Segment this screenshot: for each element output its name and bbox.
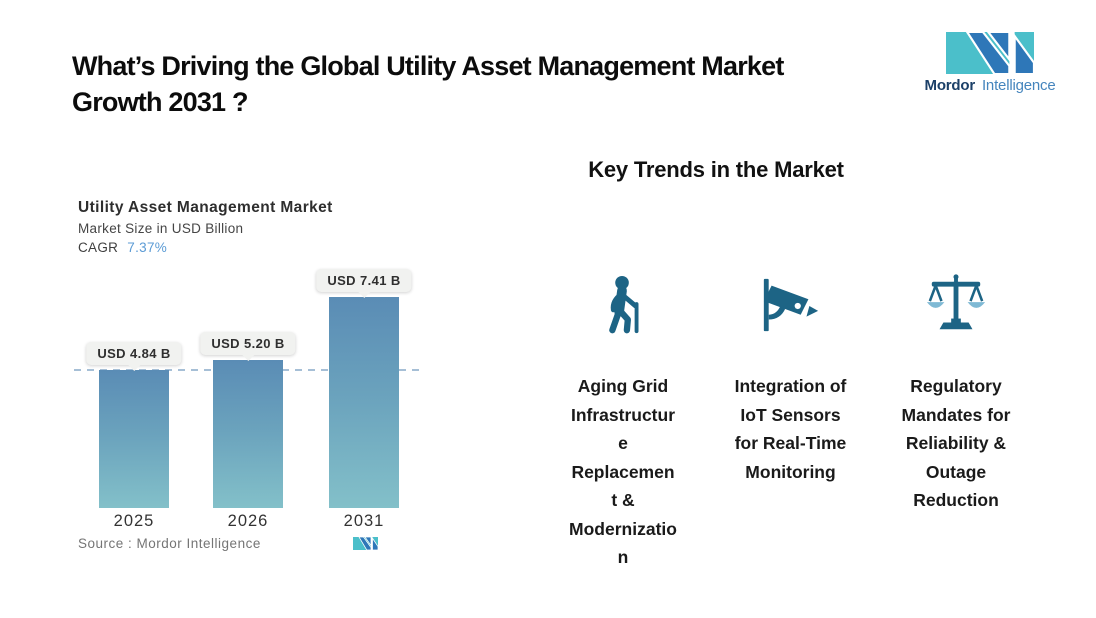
chart-cagr-line: CAGR 7.37%: [78, 240, 167, 255]
axis-tick-2031: 2031: [343, 512, 385, 530]
cagr-label: CAGR: [78, 240, 119, 255]
trend-label-aging-grid: Aging Grid Infrastructur e Replacemen t …: [569, 376, 677, 567]
cctv-camera-icon: [763, 278, 819, 332]
elderly-person-with-cane-icon: [609, 275, 639, 334]
reference-dashed-line: [74, 369, 424, 372]
bar-2026: [213, 359, 283, 508]
value-label-2025: USD 4.84 B: [86, 342, 182, 366]
trends-heading: Key Trends in the Market: [588, 157, 844, 182]
value-label-2026: USD 5.20 B: [200, 331, 296, 355]
bar-2025: [99, 370, 169, 508]
cagr-value: 7.37%: [127, 240, 168, 255]
chart-title: Utility Asset Management Market: [78, 199, 333, 216]
brand-logo-mark-icon: [946, 32, 1034, 74]
brand-logo: Mordor Intelligence: [922, 32, 1058, 94]
brand-logo-text: Mordor Intelligence: [922, 77, 1058, 94]
chart-subtitle: Market Size in USD Billion: [78, 221, 244, 236]
scales-of-justice-icon: [926, 274, 986, 330]
axis-tick-2025: 2025: [113, 512, 155, 530]
trend-label-iot-sensors: Integration of IoT Sensors for Real-Time…: [734, 376, 847, 482]
brand-name-primary: Mordor: [924, 77, 976, 94]
axis-tick-2026: 2026: [227, 512, 269, 530]
brand-logo-mark-small-icon: [353, 537, 378, 550]
chart-source: Source : Mordor Intelligence: [78, 536, 261, 551]
trend-label-regulatory-mandates: Regulatory Mandates for Reliability & Ou…: [901, 376, 1011, 510]
value-label-2031: USD 7.41 B: [316, 269, 412, 292]
bar-2031: [329, 297, 399, 508]
page-title: What’s Driving the Global Utility Asset …: [72, 51, 784, 117]
brand-name-secondary: Intelligence: [981, 77, 1056, 94]
